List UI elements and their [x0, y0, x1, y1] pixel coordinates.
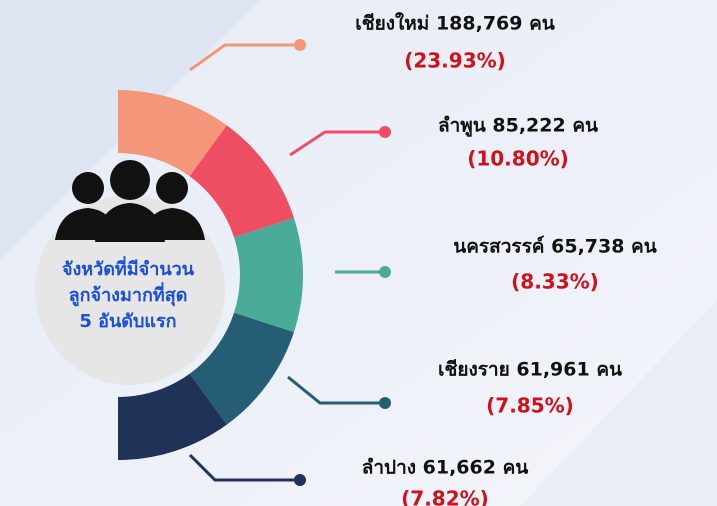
item-label: นครสวรรค์ 65,738 คน [453, 236, 657, 258]
item-percent: (7.85%) [486, 394, 574, 418]
item-label: เชียงราย 61,961 คน [438, 359, 622, 381]
center-text: ลูกจ้างมากที่สุด [69, 282, 188, 307]
leader-dot [379, 126, 391, 138]
leader-dot [379, 266, 391, 278]
leader-line [287, 375, 385, 405]
item-percent: (7.82%) [401, 487, 489, 506]
donut-segment [189, 125, 294, 238]
leader-line [289, 130, 385, 157]
background-shape [520, 300, 717, 506]
center-circle [35, 195, 225, 385]
leader-dot [379, 397, 391, 409]
leader-line [188, 453, 300, 482]
center-text: จังหวัดที่มีจำนวน [62, 256, 195, 280]
leader-dot [294, 39, 306, 51]
item-percent: (8.33%) [511, 270, 599, 294]
donut-segment [118, 373, 227, 460]
donut-segment [234, 217, 304, 333]
donut-segment [189, 312, 294, 425]
center-text: 5 อันดับแรก [79, 311, 176, 332]
leader-dot [294, 474, 306, 486]
item-label: ลำพูน 85,222 คน [438, 115, 598, 138]
leader-line [189, 43, 300, 72]
donut-segment [118, 90, 227, 177]
item-percent: (10.80%) [467, 147, 569, 171]
item-percent: (23.93%) [404, 49, 506, 73]
item-label: เชียงใหม่ 188,769 คน [355, 12, 555, 35]
people-icon [55, 160, 205, 242]
item-label: ลำปาง 61,662 คน [362, 457, 529, 479]
